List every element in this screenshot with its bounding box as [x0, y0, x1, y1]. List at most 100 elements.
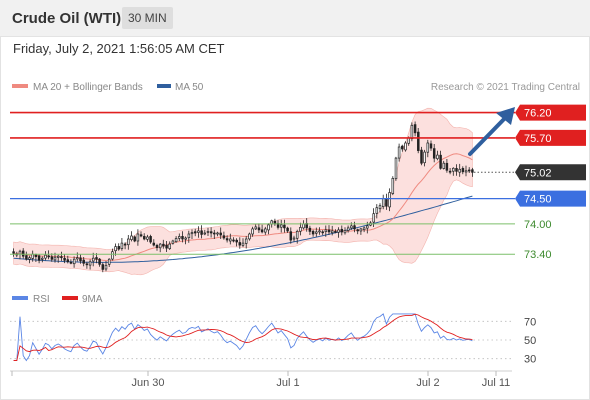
candle-body [397, 146, 401, 159]
candle [92, 252, 95, 267]
candle-body [149, 236, 152, 243]
candle [66, 255, 70, 264]
forecast-arrow [468, 107, 515, 156]
level-current: 75.02 [474, 164, 586, 181]
candle-body [423, 151, 426, 164]
candle [356, 228, 359, 235]
candle-body [372, 213, 375, 223]
candle [423, 149, 426, 167]
rsi-ma-legend-label: 9MA [82, 294, 103, 305]
candle [50, 253, 54, 262]
candle-body [165, 244, 168, 249]
rsi-tick-label: 70 [524, 316, 536, 328]
candle [362, 226, 366, 233]
candle [25, 251, 28, 261]
candle-body [28, 257, 31, 260]
candle-body [295, 231, 299, 239]
candle-body [302, 223, 305, 229]
candle-body [41, 257, 44, 260]
candle [139, 231, 143, 238]
candle [203, 229, 207, 236]
candle-body [410, 124, 414, 140]
level-label: 75.02 [524, 167, 552, 179]
level-label-box [515, 190, 586, 207]
candle-body [439, 154, 442, 169]
candle-body [432, 148, 436, 159]
ma50-legend-label: MA 50 [175, 82, 204, 93]
candle [295, 229, 299, 244]
candle [315, 227, 318, 237]
candle-body [280, 224, 283, 228]
candle-body [47, 255, 50, 258]
level-resistance: 75.70 [10, 129, 586, 146]
candle [311, 229, 315, 237]
candle-body [458, 168, 461, 173]
candle-body [260, 229, 264, 233]
candle-body [88, 261, 92, 266]
candle [123, 242, 127, 250]
candle [28, 255, 31, 264]
candle-body [21, 250, 25, 257]
candle-body [254, 226, 258, 230]
candle-body [404, 142, 407, 151]
candle-body [123, 243, 127, 246]
candle-body [95, 257, 98, 260]
candle-body [413, 124, 417, 134]
candle-body [206, 231, 210, 233]
candle-body [82, 259, 85, 264]
candle-body [455, 168, 458, 172]
candle-body [12, 251, 15, 254]
ma20-legend-swatch [12, 84, 28, 88]
candle-body [92, 257, 95, 262]
level-label-box [515, 164, 586, 181]
candle [244, 236, 248, 249]
candle [238, 237, 242, 249]
candle-body [98, 258, 101, 265]
candle [324, 225, 328, 237]
candle [222, 231, 226, 240]
candle-body [452, 167, 455, 172]
candle [37, 254, 41, 264]
candle [219, 227, 222, 239]
candle-body [76, 257, 79, 260]
candle-body [407, 137, 410, 144]
candle-body [127, 238, 130, 246]
candle-body [50, 256, 54, 260]
candle [225, 235, 229, 243]
candle [165, 241, 168, 252]
candle-body [187, 233, 191, 239]
candle-body [193, 231, 197, 234]
candle-body [72, 258, 76, 265]
candle-body [362, 227, 366, 231]
candle [104, 261, 108, 272]
candle [229, 233, 232, 245]
candle-body [229, 238, 232, 242]
timeframe-badge[interactable]: 30 MIN [122, 7, 173, 29]
candle-body [219, 232, 222, 236]
candle-body [162, 243, 165, 247]
candle-body [321, 231, 324, 234]
level-lines: 76.20 75.70 75.02 74.50 74.00 73.40 [10, 104, 586, 261]
candle-body [286, 227, 289, 232]
candle-body [117, 246, 121, 250]
rsi-ma-line [13, 313, 473, 361]
candle [426, 139, 430, 158]
candle-body [448, 170, 452, 173]
candle [436, 150, 439, 161]
widget-header: Crude Oil (WTI) 30 MIN [0, 0, 590, 37]
ma50-legend-swatch [157, 84, 171, 88]
rsi-legend-label: RSI [33, 294, 50, 305]
candle [158, 243, 162, 253]
level-resistance: 76.20 [10, 104, 586, 121]
timestamp: Friday, July 2, 2021 1:56:05 AM CET [13, 41, 225, 56]
level-label-box [515, 104, 586, 121]
candle [101, 262, 105, 273]
candle-body [181, 236, 184, 240]
candle [318, 227, 321, 235]
candle [308, 225, 312, 235]
candle-body [429, 143, 433, 149]
candle-body [417, 131, 420, 151]
candle-body [375, 207, 379, 214]
candle [12, 248, 15, 257]
candle [56, 254, 60, 263]
